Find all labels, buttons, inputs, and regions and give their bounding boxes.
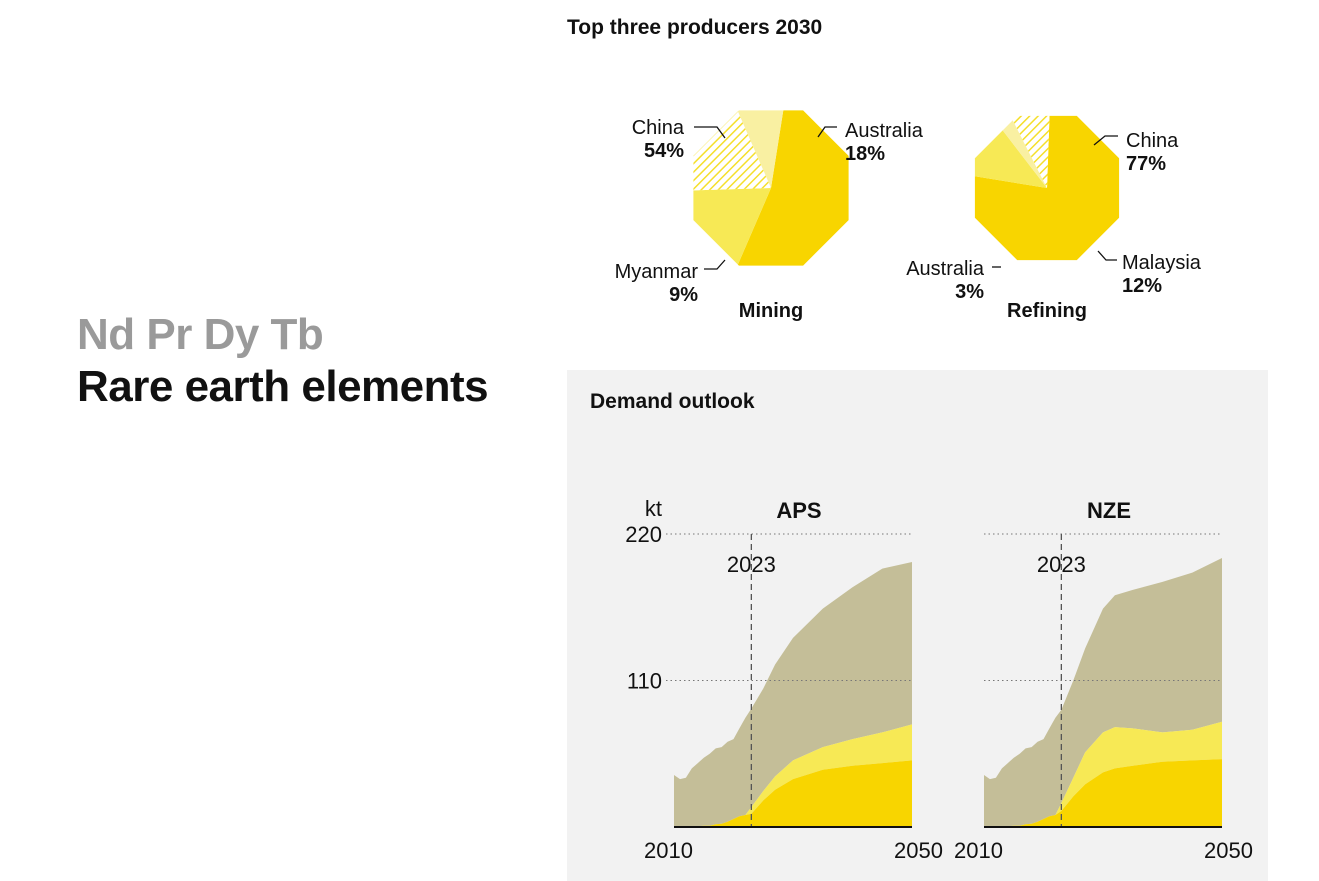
slice-label: Malaysia <box>1122 252 1202 274</box>
slice-value: 9% <box>669 284 698 306</box>
slice-value: 54% <box>644 140 684 162</box>
pie-slice-china <box>737 110 849 266</box>
demand-title: Demand outlook <box>590 390 755 413</box>
x-tick-label: 2010 <box>644 838 693 863</box>
slice-value: 77% <box>1126 153 1166 175</box>
slice-label: Myanmar <box>615 261 699 283</box>
pie-slice-malaysia <box>974 130 1047 188</box>
slice-label: Australia <box>845 120 924 142</box>
pie-title: Mining <box>739 300 803 322</box>
y-tick-label: 110 <box>627 669 662 694</box>
marker-label: 2023 <box>727 552 776 577</box>
slice-value: 3% <box>955 281 984 303</box>
area-chart-aps: 220 110 kt 2023 APS 2010 2050 <box>625 496 943 863</box>
page-title: Rare earth elements <box>77 362 489 411</box>
producers-title: Top three producers 2030 <box>567 16 823 39</box>
slice-value: 12% <box>1122 275 1162 297</box>
area-chart-title: APS <box>776 498 821 523</box>
demand-charts: 220 110 kt 2023 APS 2010 2050 2023 NZE 2010 2050 <box>625 496 1253 863</box>
demand-panel: Demand outlook 220 110 kt 2023 APS 2010 2050 2… <box>567 370 1268 881</box>
y-axis-unit: kt <box>645 496 662 521</box>
area-series-2 <box>984 721 1222 827</box>
x-tick-label: 2050 <box>1204 838 1253 863</box>
leader-line <box>1097 250 1117 261</box>
element-symbols: Nd Pr Dy Tb <box>77 310 324 359</box>
leader-line <box>694 126 726 139</box>
pie-title: Refining <box>1007 300 1087 322</box>
marker-label: 2023 <box>1037 552 1086 577</box>
slice-value: 18% <box>845 143 885 165</box>
slice-label: Australia <box>906 258 985 280</box>
slice-label: China <box>1126 130 1179 152</box>
leader-line <box>1093 135 1118 146</box>
pie-slice-myanmar <box>737 110 784 188</box>
pie-slice-other <box>693 111 771 191</box>
area-series-3 <box>674 562 912 827</box>
area-chart-title: NZE <box>1087 498 1131 523</box>
area-series-1 <box>674 760 912 827</box>
x-tick-label: 2010 <box>954 838 1003 863</box>
x-tick-label: 2050 <box>894 838 943 863</box>
area-chart-nze: 2023 NZE 2010 2050 <box>954 498 1253 863</box>
area-series-3 <box>984 558 1222 827</box>
pie-slice-australia <box>1002 120 1047 188</box>
pie-slice-other <box>1012 115 1050 188</box>
leader-line <box>817 126 837 138</box>
area-series-1 <box>984 759 1222 827</box>
y-tick-label: 220 <box>625 522 662 547</box>
slice-label: China <box>632 117 685 139</box>
area-series-2 <box>674 724 912 827</box>
pie-slice-australia <box>693 188 771 265</box>
leader-line <box>704 259 726 270</box>
